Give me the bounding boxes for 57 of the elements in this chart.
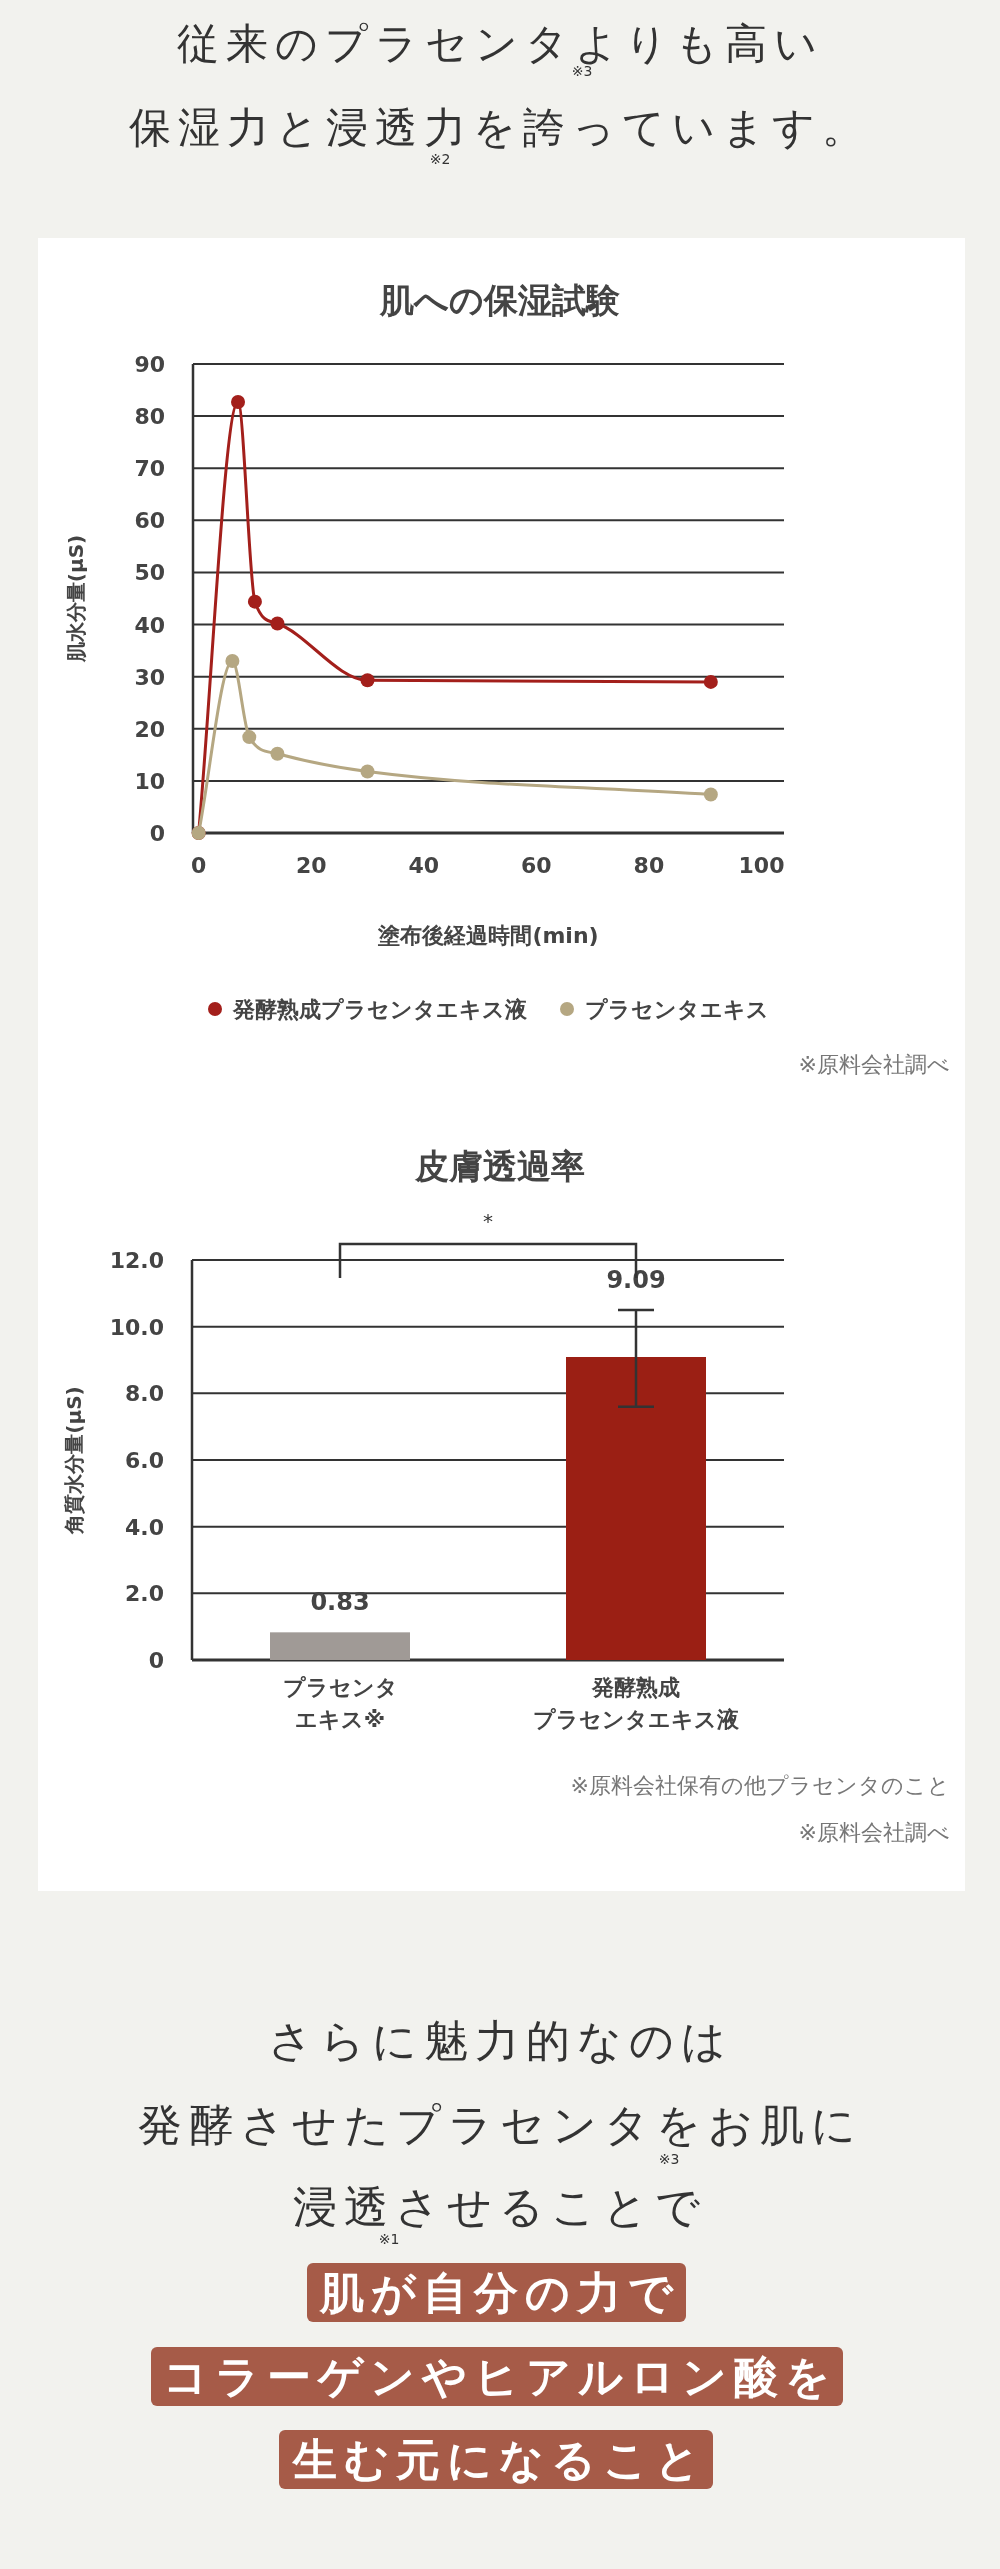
data-label: 9.09 (606, 1266, 666, 1294)
y-tick-label: 30 (134, 664, 165, 690)
x-tick-label: プラセンタエキス※ (282, 1675, 398, 1732)
y-tick-label: 4.0 (125, 1514, 164, 1540)
text: 発酵させたプラセンタをお肌に (137, 2099, 863, 2150)
text: 浸透させることで (293, 2181, 707, 2232)
y-tick-label: 0 (148, 1648, 164, 1673)
text: 生む元になること (291, 2434, 707, 2485)
point (703, 787, 718, 802)
text: ※原料会社調べ (798, 1820, 950, 1845)
x-tick-label: 80 (633, 853, 665, 878)
x-tick-label: 20 (295, 853, 327, 878)
chart-title: 肌への保湿試験 (379, 280, 620, 320)
text: ※1 (378, 2231, 400, 2247)
legend-label: プラセンタエキス (585, 997, 769, 1022)
point (360, 673, 375, 688)
text: ※原料会社調べ (798, 1052, 950, 1077)
point (242, 730, 257, 745)
y-tick-label: 70 (134, 456, 165, 482)
point (270, 616, 285, 631)
y-axis-title: 角質水分量(μS) (61, 1386, 86, 1535)
legend-label: 発酵熟成プラセンタエキス液 (232, 997, 528, 1022)
text: コラーゲンやヒアルロン酸を (163, 2351, 837, 2402)
point (225, 654, 240, 669)
y-tick-label: 2.0 (125, 1581, 164, 1607)
data-label: 0.83 (310, 1588, 370, 1617)
point (247, 594, 262, 609)
point (270, 746, 285, 761)
text: 保湿力と浸透力を誇っています。 (129, 103, 871, 152)
chart-title: 皮膚透過率 (414, 1146, 585, 1186)
x-axis-title: 塗布後経過時間(min) (377, 923, 599, 948)
y-tick-label: 6.0 (125, 1448, 164, 1473)
text: * (483, 1209, 493, 1233)
y-tick-label: 40 (134, 612, 165, 638)
point (231, 395, 246, 410)
point (360, 764, 375, 779)
y-tick-label: 50 (134, 560, 165, 586)
x-tick-label: 0 (190, 853, 207, 878)
text: さらに魅力的なのは (267, 2015, 733, 2066)
y-axis-title: 肌水分量(μS) (63, 534, 88, 664)
y-tick-label: 12.0 (109, 1248, 164, 1273)
x-tick-label: 60 (521, 853, 552, 878)
point (703, 674, 718, 689)
text: ※3 (658, 2151, 680, 2167)
y-tick-label: 80 (134, 404, 165, 430)
x-tick-label: 40 (408, 853, 440, 878)
y-tick-label: 8.0 (125, 1381, 164, 1407)
text: 肌が自分の力で (319, 2267, 680, 2318)
y-tick-label: 0 (149, 821, 165, 846)
y-tick-label: 10.0 (109, 1314, 164, 1340)
y-tick-label: 90 (134, 352, 165, 377)
y-tick-label: 20 (134, 716, 165, 742)
text: ※2 (429, 151, 451, 167)
text: ※原料会社保有の他プラセンタのこと (570, 1773, 950, 1798)
x-tick-label: 100 (738, 853, 785, 878)
y-tick-label: 60 (134, 508, 165, 534)
y-tick-label: 10 (134, 768, 165, 794)
